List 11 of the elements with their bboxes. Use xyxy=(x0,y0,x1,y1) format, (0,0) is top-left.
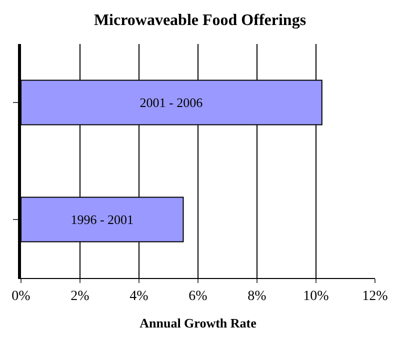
chart-title: Microwaveable Food Offerings xyxy=(94,12,306,29)
x-axis-title: Annual Growth Rate xyxy=(140,315,257,330)
x-tick-label: 0% xyxy=(12,288,31,304)
x-tick-label: 6% xyxy=(188,288,208,304)
x-tick-label: 8% xyxy=(248,288,267,304)
x-tick-label: 12% xyxy=(362,288,388,304)
x-tick-label: 2% xyxy=(70,288,90,304)
x-tick-label: 4% xyxy=(130,288,149,304)
y-tick-label: 2001 - 2006 xyxy=(140,95,204,110)
x-tick-label: 10% xyxy=(303,288,330,304)
y-tick-label: 1996 - 2001 xyxy=(70,212,134,227)
